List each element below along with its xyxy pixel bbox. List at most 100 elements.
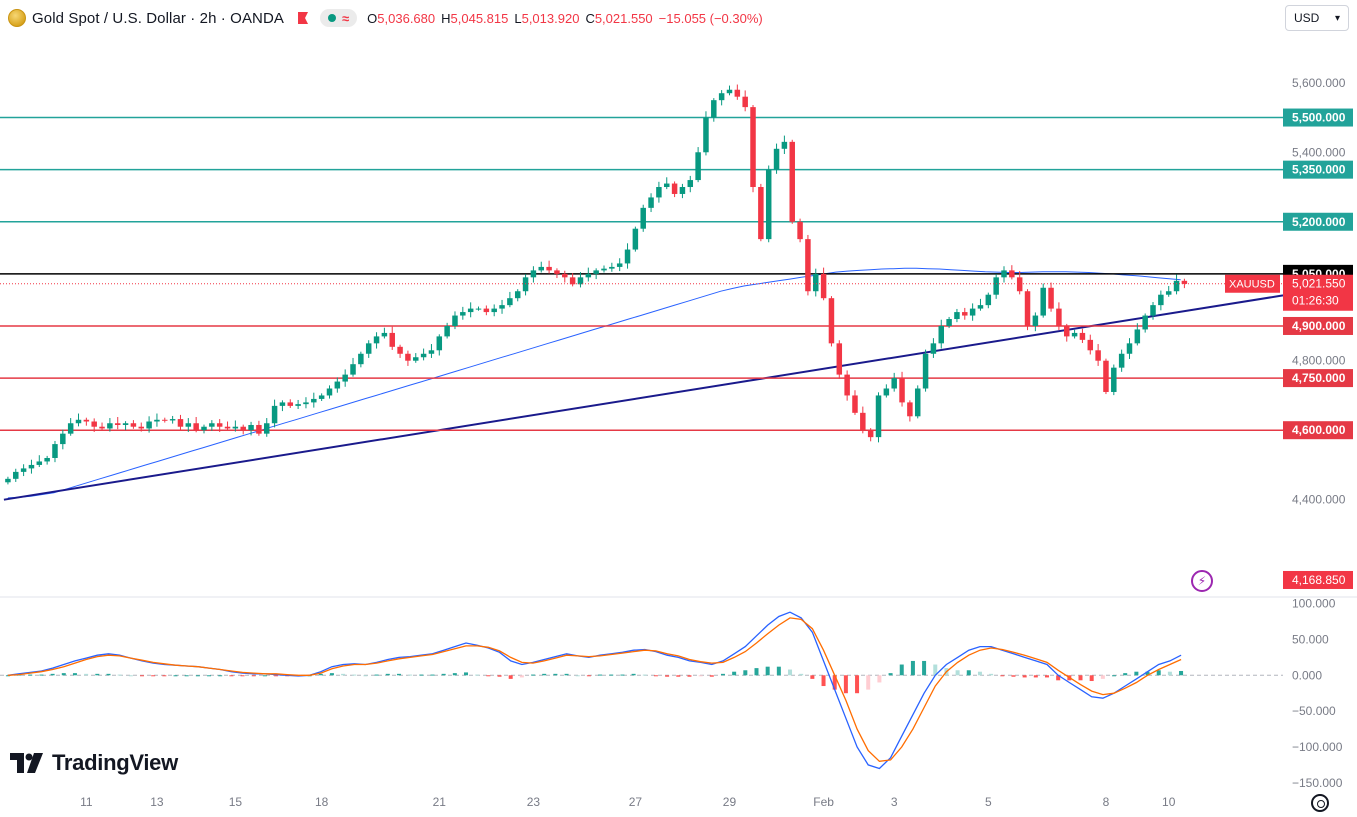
macd-histogram-bar <box>922 660 927 676</box>
candle <box>711 98 717 122</box>
candle <box>420 348 427 361</box>
candle-body <box>107 423 113 429</box>
candle <box>91 418 97 432</box>
candle <box>20 464 27 477</box>
ohlc-close: C5,021.550 <box>585 10 653 26</box>
macd-histogram-bar <box>441 673 446 676</box>
symbol-title[interactable]: Gold Spot / U.S. Dollar · 2h · OANDA <box>32 9 285 27</box>
candle-body <box>789 141 795 222</box>
macd-histogram-bar <box>1044 675 1049 678</box>
chevron-down-icon: ▾ <box>1334 12 1340 24</box>
macd-histogram-bar <box>408 674 413 676</box>
level-label-bg <box>1283 421 1353 440</box>
candle-body <box>1150 305 1156 316</box>
macd-histogram-bar <box>39 674 44 676</box>
candle-body <box>773 148 780 170</box>
candle-body <box>977 305 984 309</box>
macd-histogram-bar <box>631 673 636 676</box>
candle-body <box>569 277 576 285</box>
candle <box>138 422 144 432</box>
macd-histogram-bar <box>95 673 100 676</box>
candle-body <box>703 117 709 153</box>
candle-body <box>640 207 646 229</box>
macd-histogram-bar <box>341 673 346 676</box>
macd-tick-label: −50.000 <box>1292 704 1336 718</box>
macd-histogram-bar <box>653 675 658 677</box>
settings-icon[interactable] <box>1311 794 1329 812</box>
candle-body <box>938 325 944 344</box>
candle-body <box>452 315 458 326</box>
signal-line <box>7 617 1182 762</box>
candle <box>805 234 811 296</box>
candle-body <box>538 266 544 271</box>
candle-body <box>577 277 584 285</box>
candle-body <box>624 249 631 264</box>
candle-body <box>844 374 850 396</box>
candle <box>922 349 929 392</box>
candle <box>169 415 176 424</box>
candle-body <box>209 423 215 427</box>
candle <box>1111 364 1117 396</box>
macd-histogram-bar <box>1145 671 1150 676</box>
currency-select[interactable]: USD ▾ <box>1285 5 1349 31</box>
candle-body <box>499 305 505 309</box>
candle <box>601 265 607 273</box>
candle <box>1126 338 1133 359</box>
macd-histogram-bar <box>28 674 33 676</box>
candle <box>350 357 356 377</box>
ohlc-open: O5,036.680 <box>367 10 436 26</box>
candle-body <box>1009 270 1015 278</box>
macd-histogram-bar <box>497 675 502 677</box>
candle <box>107 418 113 432</box>
candle-body <box>664 183 670 188</box>
macd-histogram-bar <box>799 673 804 676</box>
level-label-4: 4,900.000 <box>1292 319 1346 333</box>
candle <box>875 392 882 443</box>
macd-histogram-bar <box>452 673 457 676</box>
candle <box>585 267 592 282</box>
candle <box>1103 358 1109 395</box>
macd-histogram-bar <box>754 668 759 676</box>
candle-body <box>75 419 82 424</box>
candle <box>883 384 890 398</box>
lightning-icon[interactable]: ⚡ <box>1191 570 1213 592</box>
macd-histogram-bar <box>1089 675 1094 682</box>
candle-body <box>154 419 160 422</box>
macd-line <box>7 611 1182 770</box>
candle <box>1173 274 1180 295</box>
macd-histogram-bar <box>1078 675 1083 681</box>
macd-histogram-bar <box>553 673 558 676</box>
candle-body <box>428 350 435 354</box>
candle-body <box>907 402 913 417</box>
macd-histogram-bar <box>698 675 703 677</box>
tradingview-logo[interactable]: TradingView <box>10 750 178 776</box>
macd-histogram-bar <box>1056 675 1061 681</box>
macd-histogram-bar <box>910 660 915 676</box>
time-label: 10 <box>1162 795 1176 809</box>
candles <box>5 84 1188 485</box>
candle-body <box>742 96 748 108</box>
candle-body <box>373 336 380 344</box>
flag-icon[interactable] <box>298 12 309 24</box>
macd-histogram-bar <box>318 673 323 676</box>
macd-histogram-bar <box>72 673 77 676</box>
candle-body <box>914 388 921 417</box>
market-status-pill[interactable]: ≈ <box>320 9 358 27</box>
macd-histogram-bar <box>106 673 111 676</box>
candle <box>475 306 482 311</box>
candle <box>530 266 537 283</box>
candle-body <box>67 423 74 434</box>
candle-body <box>765 169 772 240</box>
time-label: 5 <box>985 795 992 809</box>
macd-histogram-bar <box>776 666 781 676</box>
macd-histogram-bar <box>162 675 167 677</box>
candle-body <box>883 388 890 396</box>
macd-histogram-bar <box>50 673 55 676</box>
ohlc-readout: O5,036.680 H5,045.815 L5,013.920 C5,021.… <box>367 11 763 26</box>
candle-body <box>899 378 905 403</box>
macd-histogram-bar <box>195 675 200 677</box>
candle <box>1134 323 1141 346</box>
macd-tick-label: 100.000 <box>1292 597 1336 611</box>
macd-tick-label: −150.000 <box>1292 776 1343 790</box>
